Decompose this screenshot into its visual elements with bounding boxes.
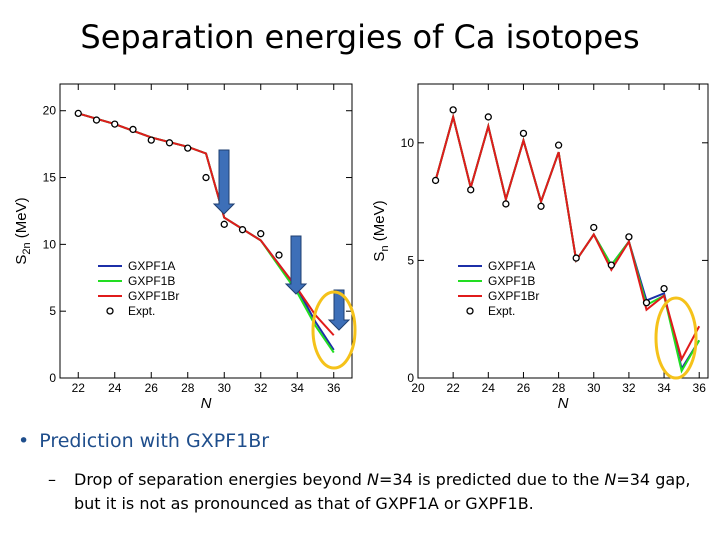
y-tick-label: 0 bbox=[407, 371, 414, 385]
down-arrow-icon bbox=[212, 149, 236, 215]
expt-point bbox=[111, 120, 119, 128]
y-tick-label: 15 bbox=[43, 171, 57, 185]
y-label-unit: (MeV) bbox=[13, 197, 30, 242]
x-tick-label: 36 bbox=[693, 381, 707, 395]
expt-point bbox=[275, 251, 283, 259]
expt-point bbox=[220, 220, 228, 228]
sub-bullet: – Drop of separation energies beyond N=3… bbox=[48, 468, 708, 516]
series-line-gxpf1br bbox=[434, 112, 701, 362]
y-axis-label: S2n (MeV) bbox=[13, 197, 33, 264]
plot-frame bbox=[59, 83, 353, 379]
legend-label: GXPF1B bbox=[488, 274, 535, 288]
expt-point bbox=[431, 176, 440, 185]
series-line-gxpf1a bbox=[77, 112, 335, 351]
slide-title: Separation energies of Ca isotopes bbox=[80, 18, 640, 56]
y-tick-label: 5 bbox=[49, 304, 56, 318]
x-tick-label: 30 bbox=[587, 381, 601, 395]
expt-point bbox=[554, 141, 563, 149]
legend-label: GXPF1B bbox=[128, 274, 175, 288]
expt-point bbox=[257, 230, 265, 238]
expt-point bbox=[572, 254, 580, 262]
expt-point bbox=[467, 186, 475, 194]
y-label-main: S bbox=[13, 255, 30, 265]
legend-marker bbox=[466, 307, 474, 315]
expt-point bbox=[660, 284, 668, 293]
bullet-item: • Prediction with GXPF1Br bbox=[18, 430, 269, 452]
y-label-main: S bbox=[371, 252, 388, 262]
x-axis-label: N bbox=[201, 395, 212, 412]
expt-point bbox=[184, 144, 192, 152]
y-label-sub: 2n bbox=[21, 242, 33, 254]
x-tick-label: 30 bbox=[218, 381, 232, 395]
y-label-sub: n bbox=[379, 245, 391, 251]
y-tick-label: 20 bbox=[43, 104, 57, 118]
expt-point bbox=[642, 299, 651, 307]
legend-label: Expt. bbox=[128, 304, 155, 318]
y-tick-label: 5 bbox=[407, 253, 414, 267]
x-tick-label: 34 bbox=[291, 381, 305, 395]
sub-text-part: Drop of separation energies beyond bbox=[74, 470, 367, 489]
legend-label: Expt. bbox=[488, 304, 515, 318]
expt-point bbox=[519, 129, 528, 138]
expt-point bbox=[449, 106, 457, 114]
x-tick-label: 20 bbox=[411, 381, 425, 395]
highlight-circle bbox=[311, 290, 357, 370]
legend-label: GXPF1Br bbox=[488, 289, 539, 303]
highlight-circle bbox=[654, 296, 698, 380]
series-line-gxpf1b bbox=[77, 112, 335, 354]
legend-marker bbox=[106, 307, 114, 315]
legend-label: GXPF1A bbox=[128, 259, 175, 273]
expt-point bbox=[147, 136, 155, 144]
dash-icon: – bbox=[48, 470, 56, 489]
down-arrow-icon bbox=[327, 289, 351, 331]
sub-text-n: N bbox=[366, 470, 379, 489]
x-tick-label: 22 bbox=[72, 381, 86, 395]
legend-label: GXPF1A bbox=[488, 259, 535, 273]
expt-point bbox=[607, 261, 615, 269]
x-tick-label: 22 bbox=[446, 381, 460, 395]
x-tick-label: 26 bbox=[145, 381, 159, 395]
y-tick-label: 0 bbox=[49, 371, 56, 385]
series-line-gxpf1br bbox=[77, 112, 335, 336]
plot-frame bbox=[417, 83, 709, 379]
y-label-unit: (MeV) bbox=[371, 200, 388, 245]
sub-text-part: =34 gap, but it is not as pronounced as … bbox=[74, 470, 691, 513]
bullet-text: Prediction with GXPF1Br bbox=[39, 430, 270, 452]
expt-point bbox=[74, 109, 82, 118]
expt-point bbox=[625, 233, 633, 241]
expt-point bbox=[238, 226, 247, 234]
expt-point bbox=[537, 202, 545, 210]
down-arrow-icon bbox=[284, 235, 308, 295]
series-line-gxpf1b bbox=[434, 112, 701, 374]
sub-bullet-text: Drop of separation energies beyond N=34 … bbox=[74, 468, 708, 516]
x-tick-label: 36 bbox=[327, 381, 341, 395]
x-axis-label: N bbox=[558, 395, 569, 412]
x-tick-label: 32 bbox=[254, 381, 268, 395]
bullet-dot-icon: • bbox=[18, 430, 30, 452]
x-tick-label: 24 bbox=[482, 381, 496, 395]
expt-point bbox=[484, 113, 492, 121]
y-tick-label: 10 bbox=[43, 237, 57, 251]
x-tick-label: 28 bbox=[552, 381, 566, 395]
series-line-gxpf1a bbox=[434, 112, 701, 372]
x-tick-label: 28 bbox=[181, 381, 195, 395]
expt-point bbox=[92, 116, 101, 124]
sub-text-part: =34 is predicted due to the bbox=[378, 470, 605, 489]
x-tick-label: 34 bbox=[657, 381, 671, 395]
expt-point bbox=[590, 223, 598, 232]
x-tick-label: 24 bbox=[108, 381, 122, 395]
y-axis-label: Sn (MeV) bbox=[371, 200, 391, 261]
expt-point bbox=[129, 125, 137, 134]
expt-point bbox=[202, 173, 210, 182]
legend-label: GXPF1Br bbox=[128, 289, 179, 303]
expt-point bbox=[165, 139, 174, 147]
expt-point bbox=[502, 200, 510, 208]
x-tick-label: 26 bbox=[517, 381, 531, 395]
x-tick-label: 32 bbox=[622, 381, 636, 395]
chart-s2n: 22 24 26 28 30 32 34 36 0 5 10 15 20 N S2n (MeV) GXPF1A… bbox=[13, 83, 357, 412]
y-tick-label: 10 bbox=[401, 136, 415, 150]
sub-text-n: N bbox=[604, 470, 617, 489]
